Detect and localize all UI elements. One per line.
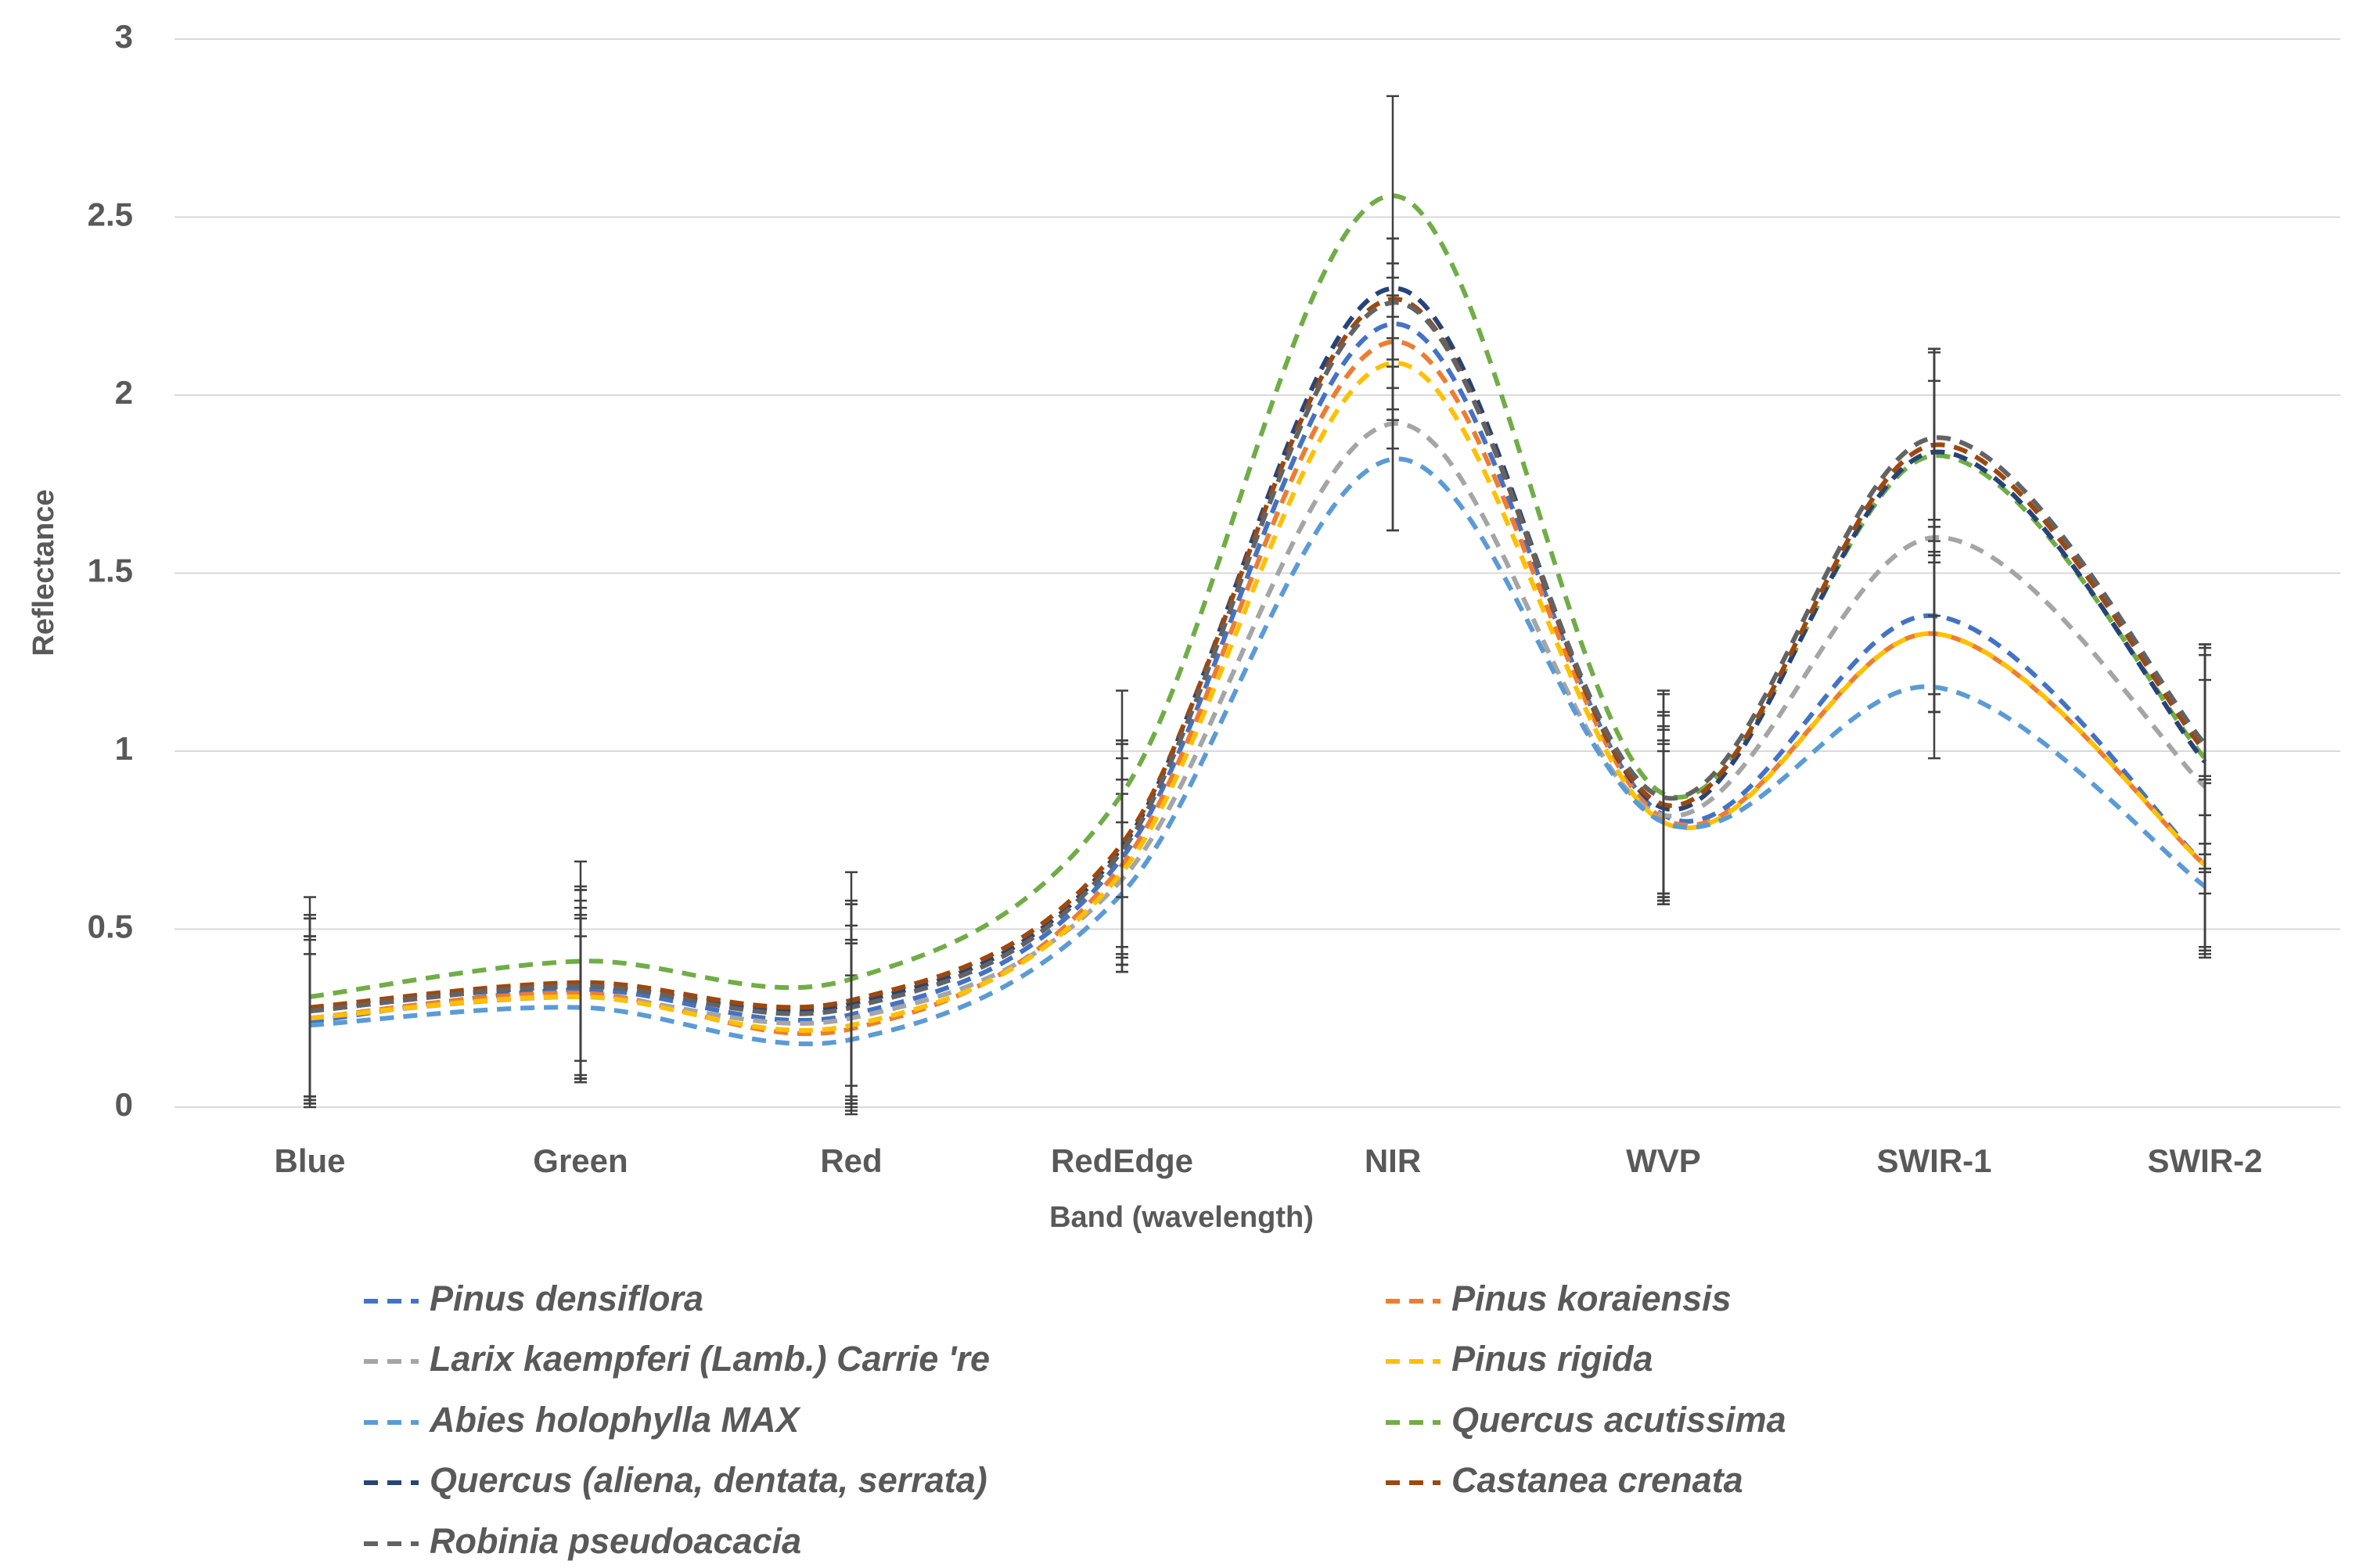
legend-label: Abies holophylla MAX: [429, 1400, 802, 1440]
error-bar: [845, 903, 858, 1112]
error-bar: [1928, 614, 1940, 760]
y-axis-title: Reflectance: [27, 489, 60, 656]
y-tick-label: 1.5: [88, 552, 133, 589]
x-tick-label: WVP: [1626, 1142, 1701, 1179]
series-line: [309, 361, 2207, 1033]
series-line: [309, 421, 2207, 1026]
x-tick-label: NIR: [1365, 1142, 1421, 1179]
y-tick-label: 0: [115, 1086, 133, 1123]
series-line: [309, 321, 2207, 1024]
error-bar: [1657, 692, 1670, 902]
y-tick-label: 2: [115, 374, 133, 411]
x-tick-label: Green: [533, 1142, 628, 1179]
legend-label: Quercus (aliena, dentata, serrata): [430, 1460, 987, 1500]
error-bar: [2199, 643, 2211, 845]
series-line: [309, 300, 2207, 1016]
error-bar: [304, 917, 316, 1105]
legend-label: Castanea crenata: [1451, 1460, 1743, 1500]
series-line: [309, 193, 2207, 999]
y-tick-label: 3: [115, 18, 133, 55]
x-tick-label: RedEdge: [1051, 1142, 1193, 1179]
error-bar: [1928, 347, 1940, 528]
legend-label: Robinia pseudoacacia: [430, 1521, 801, 1561]
error-bar: [574, 889, 587, 1084]
error-bar: [1116, 743, 1128, 959]
x-tick-label: Red: [820, 1142, 882, 1179]
y-tick-label: 2.5: [88, 196, 133, 233]
x-tick-label: Blue: [274, 1142, 345, 1179]
y-tick-label: 0.5: [88, 908, 133, 945]
error-bar: [1387, 237, 1399, 368]
x-tick-label: SWIR-1: [1877, 1142, 1992, 1179]
legend-label: Pinus densiflora: [430, 1278, 703, 1318]
series-line: [309, 456, 2207, 1047]
error-bar: [1387, 387, 1399, 532]
legend-label: Pinus koraiensis: [1451, 1278, 1732, 1318]
legend-label: Quercus acutissima: [1451, 1400, 1786, 1440]
x-axis-title: Band (wavelength): [1049, 1201, 1314, 1234]
y-tick-label: 1: [115, 730, 133, 767]
series-line: [309, 297, 2207, 1010]
x-tick-label: SWIR-2: [2148, 1142, 2263, 1179]
legend-label: Larix kaempferi (Lamb.) Carrie 're: [430, 1339, 990, 1379]
legend-label: Pinus rigida: [1451, 1339, 1653, 1379]
series-line: [309, 286, 2207, 1014]
